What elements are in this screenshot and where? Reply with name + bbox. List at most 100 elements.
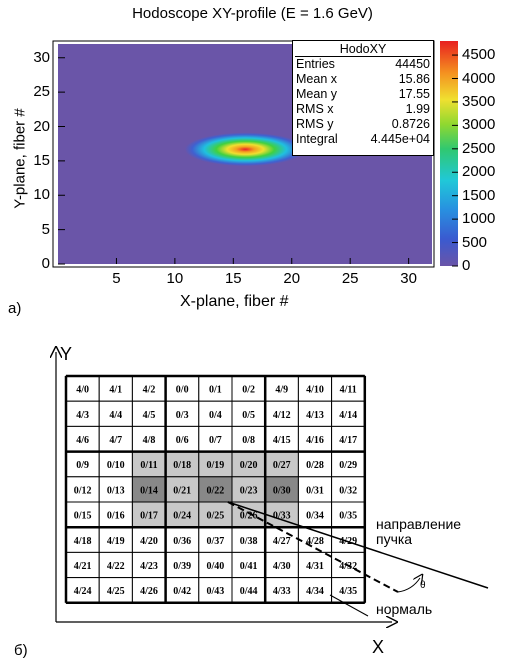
grid-cell: 0/25 (198, 501, 233, 528)
grid-cell-label: 0/14 (140, 485, 158, 496)
angle-label: θ (420, 580, 426, 591)
grid-cell-label: 0/9 (76, 460, 89, 471)
grid-cell-label: 0/18 (173, 460, 191, 471)
grid-cell-label: 4/24 (74, 586, 92, 597)
grid-cell: 0/10 (98, 451, 133, 478)
y-tick-label: 30 (33, 48, 50, 66)
grid-cell-label: 4/13 (306, 410, 324, 421)
grid-cell: 4/4 (98, 400, 133, 427)
grid-cell-label: 4/33 (273, 586, 291, 597)
grid-cell-label: 0/3 (176, 410, 189, 421)
stats-value: 44450 (395, 57, 430, 71)
grid-cell: 0/11 (131, 451, 167, 478)
grid-cell: 0/15 (65, 501, 100, 528)
grid-cell-label: 0/44 (240, 586, 258, 597)
grid-cell-label: 0/15 (74, 511, 92, 522)
stats-box: HodoXY Entries 44450 Mean x 15.86 Mean y 17.5… (292, 40, 434, 156)
grid-cell-label: 0/38 (240, 536, 258, 547)
grid-cell-label: 0/31 (306, 485, 324, 496)
grid-cell: 4/23 (131, 551, 167, 579)
grid-cell: 0/16 (98, 501, 133, 528)
grid-cell: 4/10 (297, 375, 333, 402)
grid-cell: 4/15 (264, 425, 299, 453)
grid-cell: 4/0 (65, 375, 100, 402)
grid-cell-label: 4/5 (143, 410, 156, 421)
grid-cell: 4/13 (297, 400, 333, 427)
fiber-grid: 4/0 4/1 4/2 0/0 0/1 0/2 4/9 4/10 4/11 4/3 4/4 4/5 0/… (64, 374, 367, 605)
grid-cell: 4/33 (264, 577, 299, 604)
grid-cell-label: 0/36 (173, 536, 191, 547)
grid-cell-label: 0/30 (273, 485, 291, 496)
grid-cell-label: 0/11 (140, 460, 157, 471)
x-tick-label: 25 (341, 270, 359, 287)
grid-cell-label: 0/7 (209, 435, 222, 446)
chart-title: Hodoscope XY-profile (E = 1.6 GeV) (132, 5, 373, 22)
stats-value: 17.55 (398, 87, 430, 101)
grid-cell: 0/6 (165, 425, 200, 453)
colorbar-tick-label: 4500 (462, 46, 496, 64)
colorbar-tick-label: 3000 (462, 116, 496, 134)
grid-cell: 0/21 (165, 476, 200, 503)
grid-cell-label: 4/19 (107, 536, 125, 547)
grid-cell-label: 0/35 (339, 511, 357, 522)
grid-cell-label: 4/28 (306, 536, 324, 547)
y-tick-marks (58, 57, 65, 265)
stats-row: RMS y 0.8726 (293, 117, 433, 132)
grid-cell: 0/22 (198, 476, 233, 503)
grid-cell: 0/40 (198, 551, 233, 579)
panel-label-a: а) (8, 300, 22, 317)
grid-cell-label: 0/8 (242, 435, 255, 446)
colorbar-tick-label: 1500 (462, 186, 496, 204)
grid-cell-label: 4/30 (273, 561, 291, 572)
grid-cell-label: 0/27 (273, 460, 291, 471)
colorbar-tick-label: 2500 (462, 139, 496, 157)
grid-cell: 0/24 (165, 501, 200, 528)
x-tick-label: 30 (400, 270, 417, 287)
grid-cell: 0/44 (231, 577, 266, 604)
grid-cell: 4/26 (131, 577, 167, 604)
grid-cell: 0/30 (264, 476, 299, 503)
grid-cell: 0/13 (98, 476, 133, 503)
grid-cell: 0/7 (198, 425, 233, 453)
x-tick-label: 5 (112, 270, 121, 287)
stats-row: Entries 44450 (293, 57, 433, 72)
colorbar-tick-label: 2000 (462, 163, 496, 181)
colorbar-tick-label: 1000 (462, 210, 496, 228)
stats-value: 4.445e+04 (370, 132, 430, 146)
y-tick-label: 5 (41, 220, 50, 238)
grid-cell: 0/5 (231, 400, 266, 427)
grid-cell: 4/16 (297, 425, 333, 453)
grid-cell: 4/18 (65, 526, 100, 553)
grid-cell: 0/20 (231, 451, 266, 478)
stats-value: 1.99 (405, 102, 430, 116)
grid-cell: 4/17 (331, 425, 366, 453)
y-axis-label: Y-plane, fiber # (11, 108, 29, 209)
grid-cell-label: 0/6 (176, 435, 189, 446)
grid-cell-label: 4/23 (140, 561, 158, 572)
grid-cell-label: 0/26 (240, 511, 258, 522)
grid-cell-label: 0/41 (240, 561, 258, 572)
grid-cell-label: 0/19 (207, 460, 225, 471)
grid-cell-label: 4/11 (340, 385, 357, 396)
grid-cell: 4/31 (297, 551, 333, 579)
stats-label: Mean x (296, 72, 337, 86)
grid-cell-label: 4/35 (339, 586, 357, 597)
grid-cell-label: 0/17 (140, 511, 158, 522)
grid-cell-label: 0/13 (107, 485, 125, 496)
grid-cell-label: 4/20 (140, 536, 158, 547)
colorbar-tick-label: 4000 (462, 69, 496, 87)
grid-cell: 4/24 (65, 577, 100, 604)
x-axis-letter: X (372, 637, 385, 657)
grid-cell-label: 0/25 (207, 511, 225, 522)
grid-cell: 0/19 (198, 451, 233, 478)
grid-cell: 0/12 (65, 476, 100, 503)
grid-cell: 4/22 (98, 551, 133, 579)
grid-cell-label: 4/10 (306, 385, 324, 396)
grid-cell: 4/29 (331, 526, 366, 553)
grid-cell: 4/7 (98, 425, 133, 453)
grid-cell-label: 4/18 (74, 536, 92, 547)
grid-cell-label: 0/12 (74, 485, 92, 496)
grid-cell: 4/12 (264, 400, 299, 427)
grid-cell-label: 0/4 (209, 410, 222, 421)
grid-cell: 0/14 (131, 476, 167, 503)
